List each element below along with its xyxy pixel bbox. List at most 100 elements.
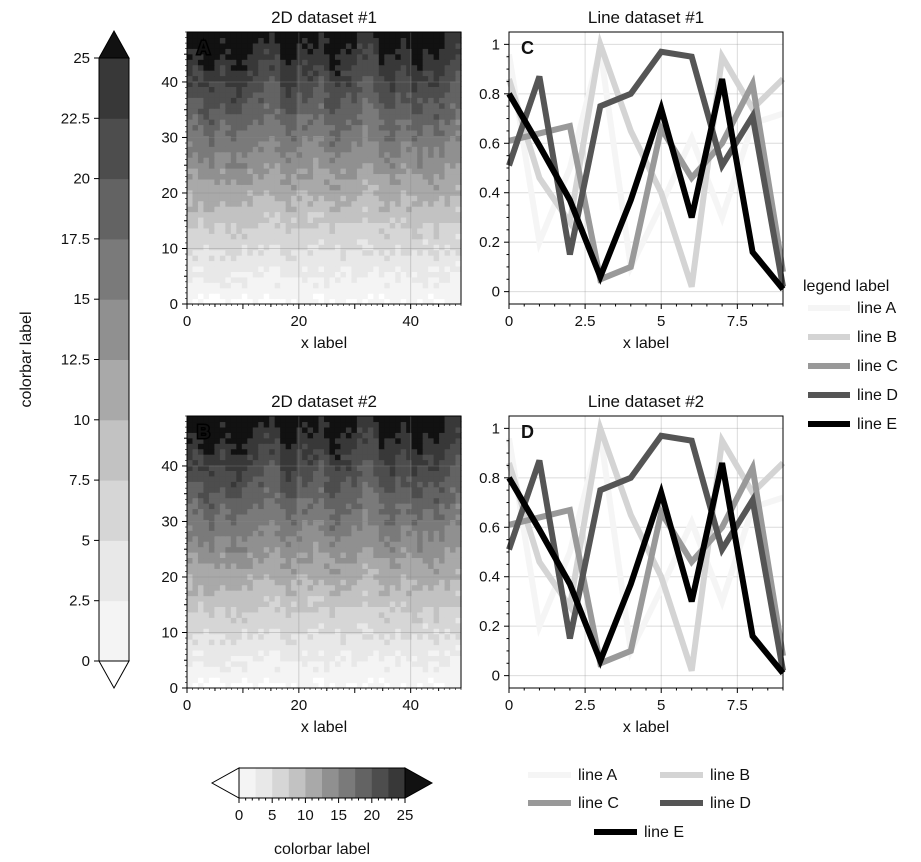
heatmap-cell [362, 238, 369, 245]
heatmap-cell [269, 562, 276, 569]
heatmap-cell [450, 568, 457, 575]
heatmap-cell [225, 282, 232, 289]
heatmap-cell [417, 287, 424, 294]
heatmap-cell [411, 617, 418, 624]
heatmap-cell [450, 628, 457, 635]
heatmap-cell [313, 91, 320, 98]
heatmap-cell [230, 513, 237, 520]
heatmap-cell [296, 497, 303, 504]
heatmap-cell [274, 135, 281, 142]
heatmap-cell [444, 639, 451, 646]
x-tick-label: 20 [290, 313, 307, 330]
heatmap-cell [285, 470, 292, 477]
heatmap-cell [324, 557, 331, 564]
heatmap-cell [400, 541, 407, 548]
heatmap-cell [197, 298, 205, 305]
heatmap-cell [406, 178, 413, 185]
heatmap-cell [351, 173, 358, 180]
heatmap-cell [208, 600, 215, 607]
heatmap-cell [285, 557, 292, 564]
heatmap-cell [329, 102, 336, 109]
heatmap-cell [187, 546, 194, 553]
heatmap-cell [307, 644, 314, 651]
heatmap-cell [373, 579, 380, 586]
heatmap-cell [208, 622, 215, 629]
heatmap-cell [329, 546, 336, 553]
heatmap-cell [439, 573, 446, 580]
heatmap-cell [225, 200, 232, 207]
heatmap-cell [351, 238, 358, 245]
heatmap-cell [208, 481, 215, 488]
heatmap-cell [241, 671, 248, 678]
heatmap-cell [406, 448, 413, 455]
heatmap-cell [400, 562, 407, 569]
heatmap-cell [340, 233, 347, 240]
heatmap-cell [302, 443, 309, 450]
heatmap-cell [302, 584, 309, 591]
heatmap-cell [187, 660, 194, 667]
heatmap-cell [450, 633, 457, 640]
heatmap-cell [411, 584, 418, 591]
heatmap-cell [302, 590, 309, 597]
heatmap-cell [241, 557, 248, 564]
heatmap-cell [313, 70, 320, 77]
heatmap-cell [197, 666, 205, 673]
heatmap-cell [373, 671, 380, 678]
heatmap-cell [422, 633, 429, 640]
heatmap-cell [187, 557, 194, 564]
heatmap-cell [247, 151, 254, 158]
heatmap-cell [313, 168, 320, 175]
heatmap-cell [384, 562, 391, 569]
heatmap-cell [280, 655, 287, 662]
heatmap-cell [291, 557, 298, 564]
heatmap-cell [285, 42, 292, 49]
heatmap-cell [230, 271, 237, 278]
heatmap-cell [334, 86, 342, 93]
heatmap-cell [417, 37, 424, 44]
heatmap-cell [329, 113, 336, 120]
heatmap-cell [274, 454, 281, 461]
heatmap-cell [444, 48, 451, 55]
heatmap-cell [247, 579, 254, 586]
heatmap-cell [395, 189, 402, 196]
heatmap-cell [219, 622, 226, 629]
heatmap-cell [241, 508, 248, 515]
heatmap-cell [400, 157, 407, 164]
heatmap-cell [324, 530, 331, 537]
heatmap-cell [444, 168, 451, 175]
heatmap-cell [214, 124, 221, 131]
heatmap-cell [422, 682, 429, 689]
heatmap-cell [373, 59, 380, 66]
heatmap-cell [269, 584, 276, 591]
heatmap-cell [274, 584, 281, 591]
heatmap-cell [187, 32, 194, 39]
heatmap-cell [389, 671, 396, 678]
heatmap-cell [417, 129, 424, 136]
heatmap-cell [444, 611, 451, 618]
heatmap-cell [258, 464, 265, 471]
heatmap-cell [269, 519, 276, 526]
heatmap-cell [400, 53, 407, 60]
heatmap-cell [389, 666, 396, 673]
heatmap-cell [378, 459, 385, 466]
heatmap-cell [230, 91, 237, 98]
heatmap-cell [318, 606, 325, 613]
heatmap-cell [296, 584, 303, 591]
heatmap-cell [367, 53, 374, 60]
heatmap-cell [334, 276, 342, 283]
heatmap-cell [384, 102, 391, 109]
heatmap-cell [362, 189, 369, 196]
heatmap-cell [230, 206, 237, 213]
heatmap-cell [411, 151, 418, 158]
heatmap-cell [269, 282, 276, 289]
heatmap-cell [378, 530, 385, 537]
heatmap-cell [389, 244, 396, 251]
heatmap-cell [252, 600, 259, 607]
heatmap-cell [203, 124, 210, 131]
heatmap-cell [208, 492, 215, 499]
heatmap-cell [340, 108, 347, 115]
heatmap-cell [197, 70, 205, 77]
heatmap-cell [192, 227, 199, 234]
heatmap-cell [334, 135, 342, 142]
heatmap-cell [395, 157, 402, 164]
